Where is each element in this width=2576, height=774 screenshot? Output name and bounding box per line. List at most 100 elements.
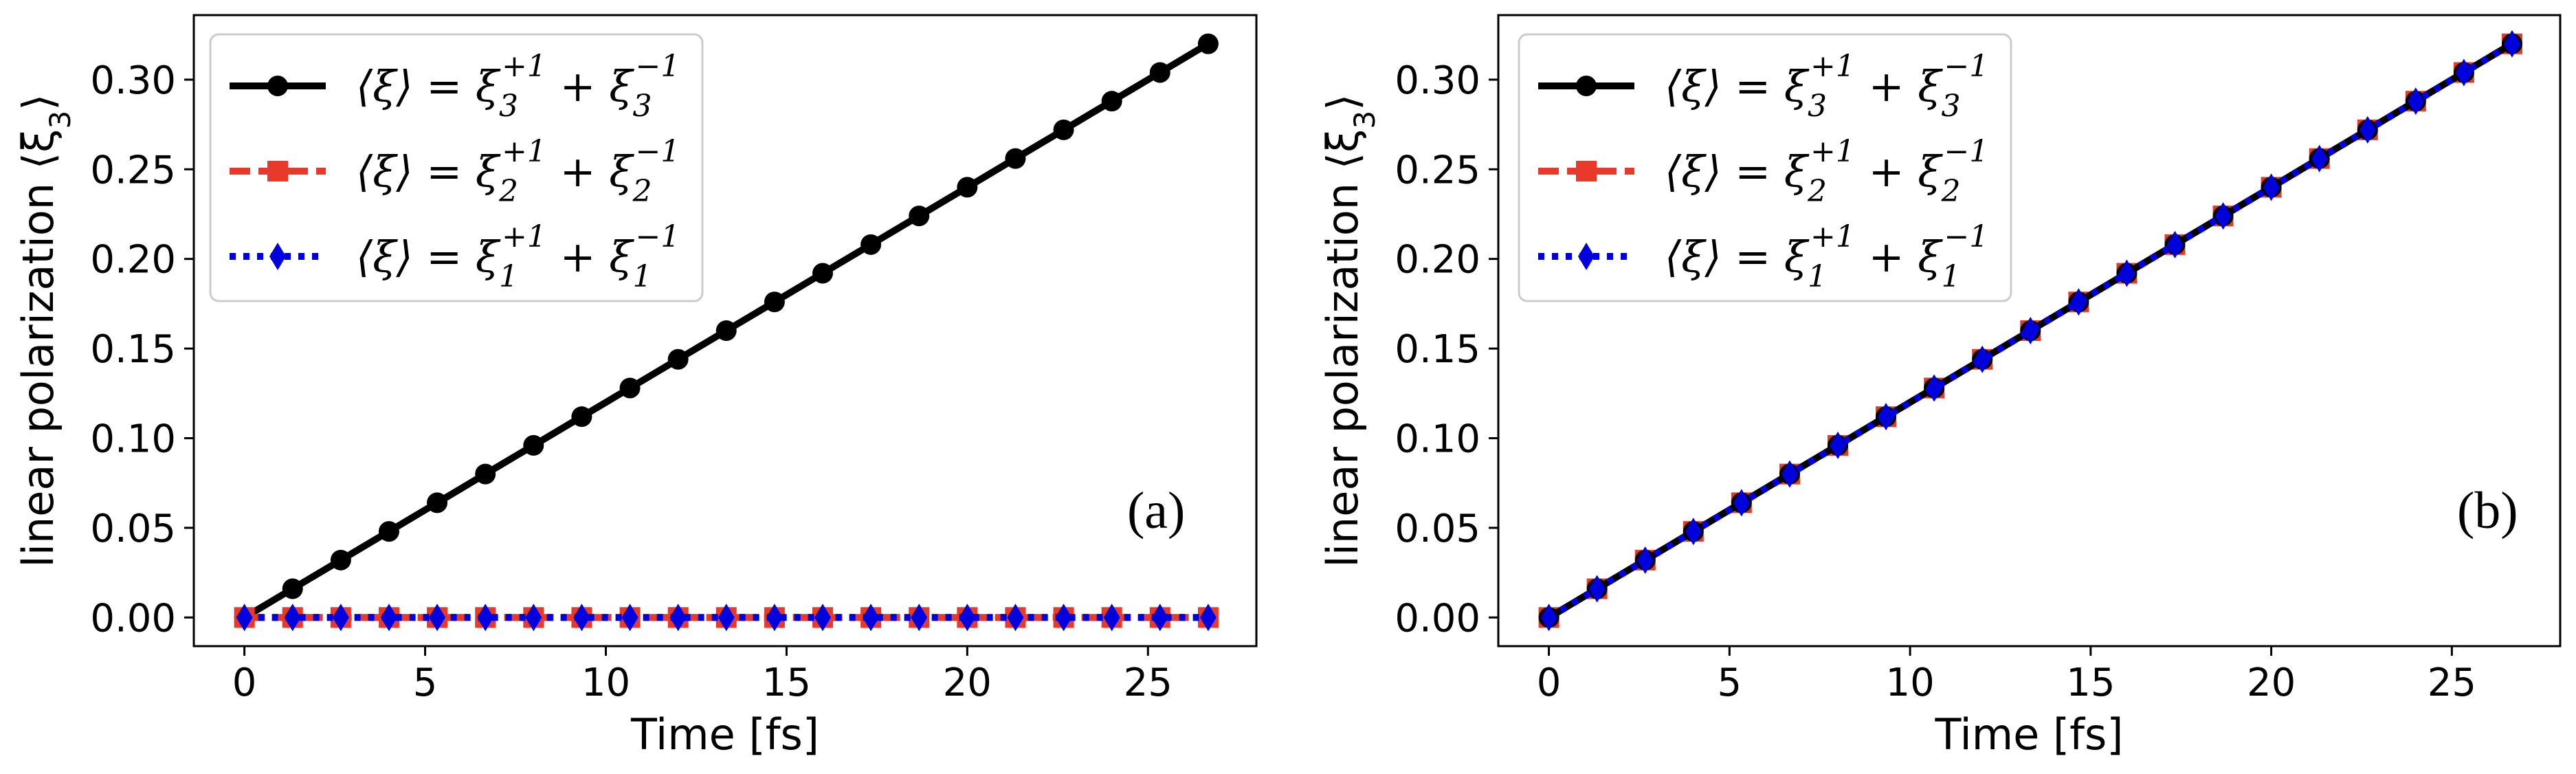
y-tick-label: 0.30 bbox=[90, 58, 176, 103]
y-tick-label: 0.30 bbox=[1395, 58, 1480, 103]
x-tick-label: 25 bbox=[2428, 661, 2476, 705]
legend-box bbox=[209, 33, 704, 302]
legend-label-xi2: ⟨ξ⟩ = ξ2+1 + ξ2−1 bbox=[1665, 134, 1988, 209]
data-point-xi1 bbox=[2070, 288, 2087, 316]
data-point-xi1 bbox=[1636, 546, 1654, 574]
data-point-xi1 bbox=[766, 604, 783, 632]
data-point-xi1 bbox=[1540, 604, 1557, 632]
data-point-xi1 bbox=[1588, 575, 1606, 603]
data-point-xi3 bbox=[330, 549, 351, 571]
legend: ⟨ξ⟩ = ξ3+1 + ξ3−1 ⟨ξ⟩ = ξ2+1 + ξ2−1 ⟨ξ⟩ = … bbox=[209, 33, 704, 302]
data-point-xi1 bbox=[2214, 202, 2232, 230]
data-point-xi3 bbox=[1053, 119, 1074, 140]
x-tick-label: 20 bbox=[2247, 661, 2296, 705]
data-point-xi1 bbox=[911, 604, 928, 632]
data-point-xi1 bbox=[332, 604, 349, 632]
x-tick-label: 25 bbox=[1124, 661, 1173, 705]
y-tick-label: 0.00 bbox=[90, 596, 176, 641]
data-point-xi3 bbox=[764, 291, 785, 313]
data-point-xi3 bbox=[812, 263, 833, 284]
legend-marker-xi1 bbox=[269, 243, 286, 270]
legend-label-xi3: ⟨ξ⟩ = ξ3+1 + ξ3−1 bbox=[356, 49, 680, 124]
y-tick-label: 0.05 bbox=[1395, 507, 1480, 551]
data-point-xi1 bbox=[814, 604, 831, 632]
data-point-xi1 bbox=[718, 604, 735, 632]
data-point-xi1 bbox=[429, 604, 446, 632]
data-point-xi1 bbox=[2407, 87, 2424, 115]
legend: ⟨ξ⟩ = ξ3+1 + ξ3−1 ⟨ξ⟩ = ξ2+1 + ξ2−1 ⟨ξ⟩ = … bbox=[1518, 33, 2012, 302]
data-point-xi1 bbox=[1878, 403, 1895, 431]
data-point-xi1 bbox=[1733, 489, 1750, 517]
legend-label-xi1: ⟨ξ⟩ = ξ1+1 + ξ1−1 bbox=[1665, 219, 1988, 294]
data-point-xi1 bbox=[2311, 144, 2328, 173]
data-point-xi3 bbox=[957, 177, 978, 198]
y-tick-label: 0.00 bbox=[1395, 596, 1480, 641]
data-point-xi3 bbox=[427, 492, 448, 513]
x-tick-label: 10 bbox=[581, 661, 630, 705]
data-point-xi3 bbox=[909, 206, 930, 227]
data-point-xi1 bbox=[2166, 230, 2184, 258]
y-tick-label: 0.20 bbox=[1395, 238, 1480, 283]
x-axis-label: Time [fs] bbox=[1935, 709, 2124, 760]
data-point-xi3 bbox=[1197, 33, 1219, 54]
legend-label-xi2: ⟨ξ⟩ = ξ2+1 + ξ2−1 bbox=[356, 134, 680, 209]
y-tick-label: 0.05 bbox=[90, 507, 176, 551]
data-point-xi1 bbox=[525, 604, 542, 632]
data-point-xi1 bbox=[284, 604, 301, 632]
data-point-xi3 bbox=[715, 320, 737, 341]
data-point-xi3 bbox=[571, 406, 592, 428]
x-tick-label: 5 bbox=[413, 661, 438, 705]
data-point-xi1 bbox=[477, 604, 494, 632]
data-point-xi1 bbox=[2263, 173, 2280, 201]
data-point-xi1 bbox=[1829, 431, 1846, 459]
data-point-xi1 bbox=[2118, 259, 2135, 287]
data-point-xi1 bbox=[1007, 604, 1024, 632]
y-tick-label: 0.25 bbox=[90, 148, 176, 192]
legend-marker-xi3 bbox=[1576, 76, 1597, 96]
data-point-xi3 bbox=[1101, 91, 1122, 112]
data-point-xi1 bbox=[863, 604, 880, 632]
data-point-xi1 bbox=[2022, 317, 2039, 344]
x-tick-label: 20 bbox=[943, 661, 992, 705]
legend-marker-xi1 bbox=[1578, 243, 1595, 270]
data-point-xi1 bbox=[380, 604, 397, 632]
data-point-xi1 bbox=[573, 604, 590, 632]
data-point-xi1 bbox=[1781, 460, 1798, 488]
legend-label-xi1: ⟨ξ⟩ = ξ1+1 + ξ1−1 bbox=[356, 219, 680, 294]
data-point-xi1 bbox=[2503, 30, 2520, 58]
data-point-xi3 bbox=[282, 578, 303, 599]
data-point-xi3 bbox=[523, 434, 544, 456]
legend-box bbox=[1518, 33, 2012, 302]
data-point-xi1 bbox=[2455, 58, 2472, 87]
y-tick-label: 0.15 bbox=[1395, 327, 1480, 372]
legend-marker-xi3 bbox=[267, 76, 288, 96]
data-point-xi3 bbox=[667, 349, 689, 370]
x-axis-label: Time [fs] bbox=[630, 709, 819, 760]
legend-label-xi3: ⟨ξ⟩ = ξ3+1 + ξ3−1 bbox=[1665, 49, 1988, 124]
data-point-xi3 bbox=[378, 521, 399, 542]
data-point-xi1 bbox=[1974, 345, 1991, 373]
data-point-xi1 bbox=[1055, 604, 1072, 632]
axes-frame bbox=[192, 14, 1258, 648]
x-tick-label: 10 bbox=[1885, 661, 1934, 705]
data-point-xi3 bbox=[475, 463, 496, 485]
panel-label: (a) bbox=[1127, 482, 1185, 540]
y-tick-label: 0.20 bbox=[90, 238, 176, 283]
y-tick-label: 0.15 bbox=[90, 327, 176, 372]
x-tick-label: 0 bbox=[232, 661, 257, 705]
axes-frame bbox=[1497, 14, 2562, 648]
panel-label: (b) bbox=[2457, 482, 2518, 540]
y-axis-label: linear polarization ⟨ξ3⟩ bbox=[1318, 93, 1381, 567]
data-point-xi1 bbox=[236, 604, 253, 632]
x-tick-label: 5 bbox=[1718, 661, 1742, 705]
data-point-xi1 bbox=[621, 604, 639, 632]
data-point-xi3 bbox=[619, 377, 641, 399]
data-point-xi1 bbox=[1926, 374, 1943, 402]
data-point-xi3 bbox=[860, 234, 882, 255]
data-point-xi1 bbox=[959, 604, 976, 632]
data-point-xi1 bbox=[1151, 604, 1168, 632]
data-point-xi1 bbox=[1103, 604, 1120, 632]
y-tick-label: 0.25 bbox=[1395, 148, 1480, 192]
y-tick-label: 0.10 bbox=[90, 417, 176, 461]
